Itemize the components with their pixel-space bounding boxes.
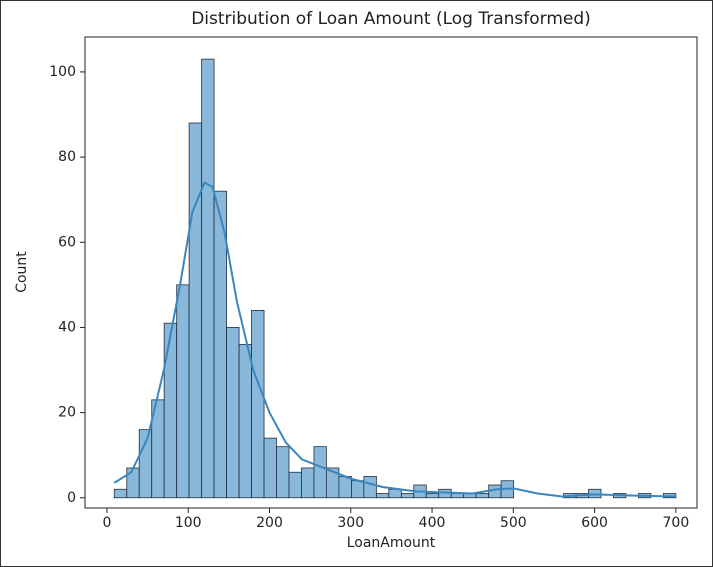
bar: [425, 493, 440, 499]
bar: [301, 467, 315, 499]
x-tick-label: 300: [337, 515, 364, 531]
bar: [188, 122, 203, 499]
plot-frame: [84, 36, 698, 509]
bar: [238, 344, 252, 499]
y-tick-label: 20: [58, 405, 76, 421]
bar: [126, 467, 140, 499]
y-tick-label: 0: [67, 490, 76, 506]
bar: [338, 476, 352, 499]
x-axis-label: LoanAmount: [347, 535, 436, 551]
x-tick-label: 500: [500, 515, 527, 531]
bar: [400, 493, 415, 499]
y-tick-label: 40: [58, 319, 76, 335]
bar: [313, 446, 327, 499]
bar: [163, 322, 178, 499]
x-tick-label: 400: [419, 515, 446, 531]
bar: [363, 476, 377, 499]
bar: [288, 471, 302, 499]
bar: [138, 429, 153, 499]
bar: [276, 446, 290, 499]
y-tick-label: 80: [58, 149, 76, 165]
y-axis-label: Count: [14, 251, 30, 293]
bar: [201, 58, 215, 499]
bar: [450, 493, 465, 499]
x-tick-label: 100: [175, 515, 202, 531]
bar: [176, 284, 190, 499]
bar: [263, 437, 277, 499]
y-tick-label: 100: [49, 64, 76, 80]
bar: [375, 493, 390, 499]
chart-title: Distribution of Loan Amount (Log Transfo…: [191, 9, 591, 29]
kde-line: [113, 181, 676, 498]
x-tick-label: 0: [102, 515, 111, 531]
bar: [113, 488, 128, 499]
y-tick-label: 60: [58, 234, 76, 250]
bar: [251, 310, 265, 499]
bar: [351, 480, 365, 499]
x-tick-label: 600: [581, 515, 608, 531]
bar: [388, 488, 402, 499]
bar: [475, 493, 490, 499]
x-tick-label: 200: [256, 515, 283, 531]
x-tick-label: 700: [663, 515, 690, 531]
bar: [226, 327, 240, 499]
